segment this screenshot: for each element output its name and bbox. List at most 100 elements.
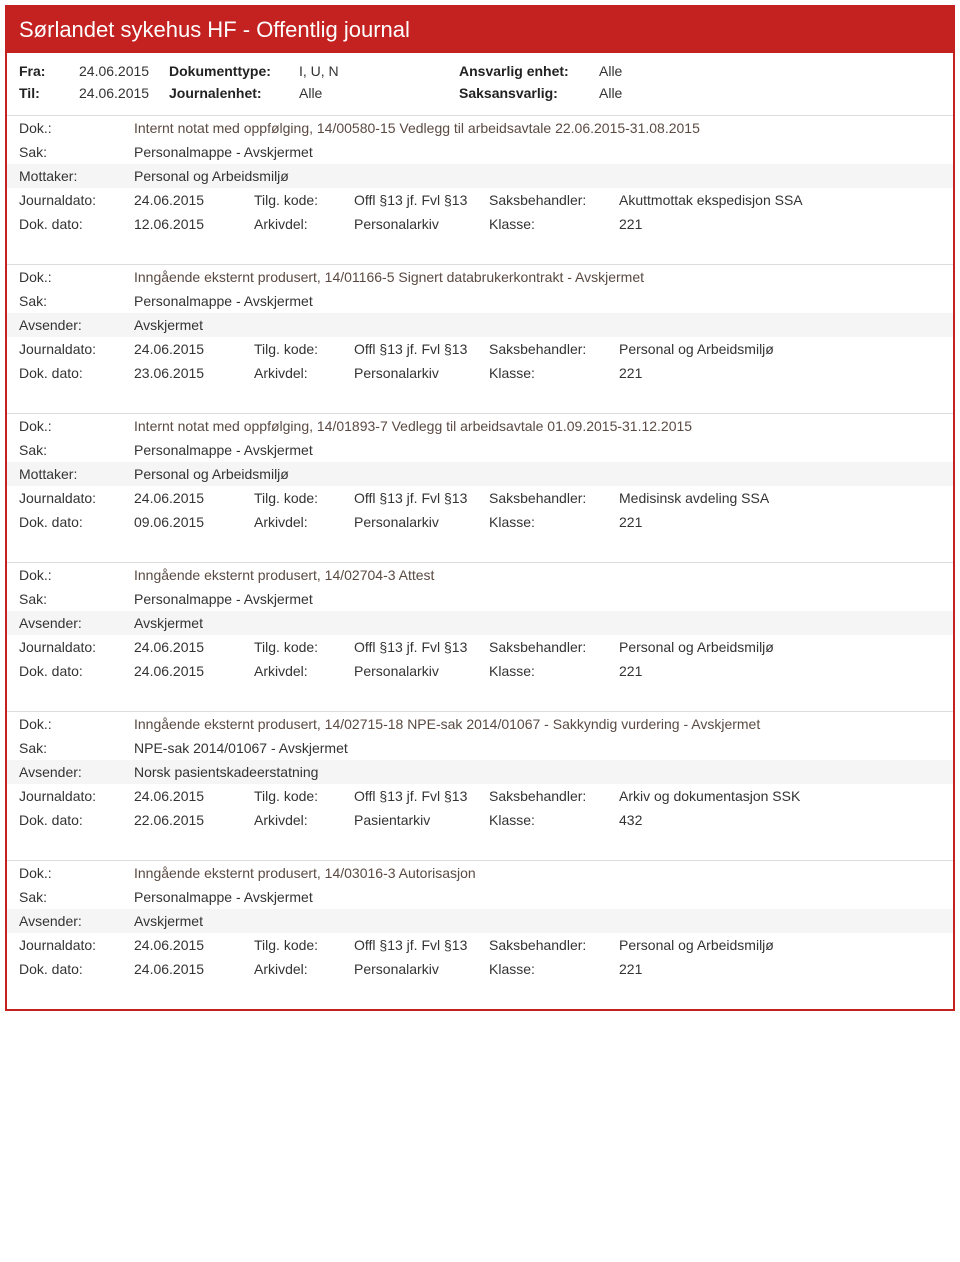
saksbehandler-value: Akuttmottak ekspedisjon SSA [619,192,941,208]
entries-list: Dok. Internt notat med oppfølging, 14/00… [7,115,953,1009]
party-label: Avsender: [19,764,134,780]
sak-row: Sak: Personalmappe - Avskjermet [7,438,953,462]
dok-label: Dok. [19,269,134,285]
meta-row-2: Dok. dato: 24.06.2015 Arkivdel: Personal… [7,957,953,981]
saksbehandler-value: Personal og Arbeidsmiljø [619,937,941,953]
party-row: Avsender: Avskjermet [7,909,953,933]
saksbehandler-label: Saksbehandler: [489,490,619,506]
party-label: Mottaker: [19,466,134,482]
journaldato-value: 24.06.2015 [134,341,254,357]
saksbehandler-label: Saksbehandler: [489,341,619,357]
journal-entry: Dok. Internt notat med oppfølging, 14/01… [7,413,953,562]
meta-row-1: Journaldato: 24.06.2015 Tilg. kode: Offl… [7,635,953,659]
saksansvarlig-value: Alle [599,85,799,101]
meta-row-2: Dok. dato: 12.06.2015 Arkivdel: Personal… [7,212,953,236]
saksbehandler-label: Saksbehandler: [489,639,619,655]
doktype-label: Dokumenttype: [169,63,299,79]
party-row: Avsender: Norsk pasientskadeerstatning [7,760,953,784]
sak-value: Personalmappe - Avskjermet [134,889,941,905]
klasse-label: Klasse: [489,514,619,530]
tilgkode-value: Offl §13 jf. Fvl §13 [354,341,489,357]
meta-row-1: Journaldato: 24.06.2015 Tilg. kode: Offl… [7,933,953,957]
klasse-value: 221 [619,514,941,530]
party-label: Avsender: [19,317,134,333]
party-value: Personal og Arbeidsmiljø [134,168,941,184]
party-label: Avsender: [19,615,134,631]
journaldato-value: 24.06.2015 [134,192,254,208]
saksbehandler-value: Personal og Arbeidsmiljø [619,639,941,655]
dok-label: Dok. [19,120,134,136]
tilgkode-value: Offl §13 jf. Fvl §13 [354,788,489,804]
klasse-value: 221 [619,365,941,381]
sak-value: NPE-sak 2014/01067 - Avskjermet [134,740,941,756]
klasse-label: Klasse: [489,961,619,977]
til-label: Til: [19,85,79,101]
saksbehandler-value: Personal og Arbeidsmiljø [619,341,941,357]
arkivdel-value: Personalarkiv [354,514,489,530]
journal-entry: Dok. Internt notat med oppfølging, 14/00… [7,115,953,264]
dokdato-label: Dok. dato: [19,365,134,381]
journaldato-label: Journaldato: [19,639,134,655]
dok-label: Dok. [19,567,134,583]
journalenhet-label: Journalenhet: [169,85,299,101]
journaldato-label: Journaldato: [19,490,134,506]
klasse-value: 221 [619,663,941,679]
dok-title: Inngående eksternt produsert, 14/02704-3… [134,567,941,583]
tilgkode-label: Tilg. kode: [254,639,354,655]
klasse-label: Klasse: [489,365,619,381]
arkivdel-value: Pasientarkiv [354,812,489,828]
arkivdel-value: Personalarkiv [354,365,489,381]
klasse-label: Klasse: [489,663,619,679]
klasse-label: Klasse: [489,812,619,828]
sak-value: Personalmappe - Avskjermet [134,144,941,160]
journal-entry: Dok. Inngående eksternt produsert, 14/03… [7,860,953,1009]
dokdato-label: Dok. dato: [19,216,134,232]
dok-label: Dok. [19,716,134,732]
dok-row: Dok. Internt notat med oppfølging, 14/01… [7,414,953,438]
doktype-value: I, U, N [299,63,459,79]
arkivdel-label: Arkivdel: [254,216,354,232]
dokdato-label: Dok. dato: [19,514,134,530]
saksbehandler-value: Arkiv og dokumentasjon SSK [619,788,941,804]
sak-value: Personalmappe - Avskjermet [134,293,941,309]
header-bar: Sørlandet sykehus HF - Offentlig journal [7,7,953,53]
dok-row: Dok. Internt notat med oppfølging, 14/00… [7,116,953,140]
sak-row: Sak: Personalmappe - Avskjermet [7,140,953,164]
arkivdel-label: Arkivdel: [254,365,354,381]
dok-title: Internt notat med oppfølging, 14/00580-1… [134,120,941,136]
party-row: Avsender: Avskjermet [7,611,953,635]
klasse-value: 432 [619,812,941,828]
entry-spacer [7,832,953,860]
meta-row-1: Journaldato: 24.06.2015 Tilg. kode: Offl… [7,337,953,361]
dokdato-label: Dok. dato: [19,812,134,828]
klasse-value: 221 [619,961,941,977]
dokdato-value: 23.06.2015 [134,365,254,381]
sak-row: Sak: NPE-sak 2014/01067 - Avskjermet [7,736,953,760]
party-value: Norsk pasientskadeerstatning [134,764,941,780]
party-label: Mottaker: [19,168,134,184]
header-title: Sørlandet sykehus HF - Offentlig journal [19,17,410,42]
sak-value: Personalmappe - Avskjermet [134,442,941,458]
dok-row: Dok. Inngående eksternt produsert, 14/02… [7,563,953,587]
journaldato-value: 24.06.2015 [134,788,254,804]
meta-row-2: Dok. dato: 22.06.2015 Arkivdel: Pasienta… [7,808,953,832]
party-row: Mottaker: Personal og Arbeidsmiljø [7,462,953,486]
tilgkode-label: Tilg. kode: [254,192,354,208]
party-row: Avsender: Avskjermet [7,313,953,337]
journaldato-value: 24.06.2015 [134,639,254,655]
sak-row: Sak: Personalmappe - Avskjermet [7,289,953,313]
saksbehandler-label: Saksbehandler: [489,937,619,953]
arkivdel-value: Personalarkiv [354,216,489,232]
dokdato-value: 09.06.2015 [134,514,254,530]
entry-spacer [7,981,953,1009]
tilgkode-label: Tilg. kode: [254,341,354,357]
klasse-value: 221 [619,216,941,232]
dokdato-value: 24.06.2015 [134,663,254,679]
dok-title: Inngående eksternt produsert, 14/01166-5… [134,269,941,285]
dok-label: Dok. [19,865,134,881]
arkivdel-label: Arkivdel: [254,812,354,828]
arkivdel-label: Arkivdel: [254,663,354,679]
dok-row: Dok. Inngående eksternt produsert, 14/02… [7,712,953,736]
tilgkode-value: Offl §13 jf. Fvl §13 [354,937,489,953]
journaldato-label: Journaldato: [19,192,134,208]
